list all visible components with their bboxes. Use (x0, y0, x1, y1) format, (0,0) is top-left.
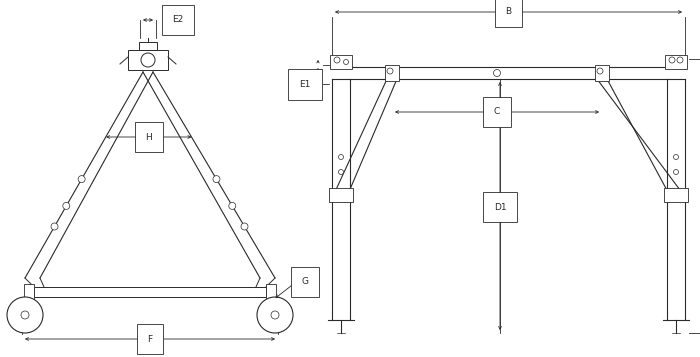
Circle shape (21, 311, 29, 319)
Circle shape (257, 297, 293, 333)
Circle shape (334, 57, 340, 63)
Circle shape (673, 155, 678, 160)
Text: E2: E2 (172, 15, 183, 25)
Text: C: C (494, 107, 500, 116)
Circle shape (241, 223, 248, 230)
Text: B: B (505, 7, 512, 16)
Circle shape (78, 176, 85, 183)
Text: F: F (148, 335, 153, 343)
Circle shape (213, 176, 220, 183)
Bar (266, 284, 276, 300)
Bar (385, 65, 399, 81)
Bar (329, 188, 353, 202)
Bar (664, 188, 688, 202)
Circle shape (387, 68, 393, 74)
Circle shape (271, 311, 279, 319)
Circle shape (7, 297, 43, 333)
Bar (34, 287, 266, 297)
Bar (128, 50, 168, 70)
Circle shape (669, 57, 675, 63)
Text: H: H (146, 132, 152, 141)
Circle shape (51, 223, 58, 230)
Bar (595, 65, 609, 81)
Circle shape (597, 68, 603, 74)
Circle shape (339, 155, 344, 160)
Bar (24, 284, 34, 300)
Text: G: G (302, 277, 309, 287)
Bar (665, 55, 687, 69)
Circle shape (344, 60, 349, 65)
Circle shape (339, 170, 344, 175)
Circle shape (673, 170, 678, 175)
Text: E1: E1 (300, 80, 311, 89)
Circle shape (63, 202, 70, 210)
Circle shape (229, 202, 236, 210)
Bar (139, 42, 157, 50)
Bar (330, 55, 352, 69)
Circle shape (141, 53, 155, 67)
Circle shape (494, 70, 500, 76)
Text: D1: D1 (494, 202, 506, 211)
Circle shape (677, 57, 683, 63)
